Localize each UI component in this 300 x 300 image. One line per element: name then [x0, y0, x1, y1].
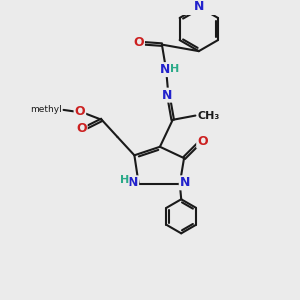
Text: O: O	[197, 135, 208, 148]
Text: N: N	[194, 0, 205, 13]
Text: O: O	[133, 36, 144, 49]
Text: N: N	[160, 63, 170, 76]
Text: O: O	[75, 105, 85, 119]
Text: H: H	[170, 64, 179, 74]
Text: N: N	[128, 176, 138, 189]
Text: N: N	[162, 88, 172, 102]
Text: methyl: methyl	[30, 105, 62, 114]
Text: CH₃: CH₃	[198, 111, 220, 121]
Text: N: N	[180, 176, 190, 189]
Text: O: O	[76, 122, 87, 135]
Text: H: H	[120, 175, 129, 185]
